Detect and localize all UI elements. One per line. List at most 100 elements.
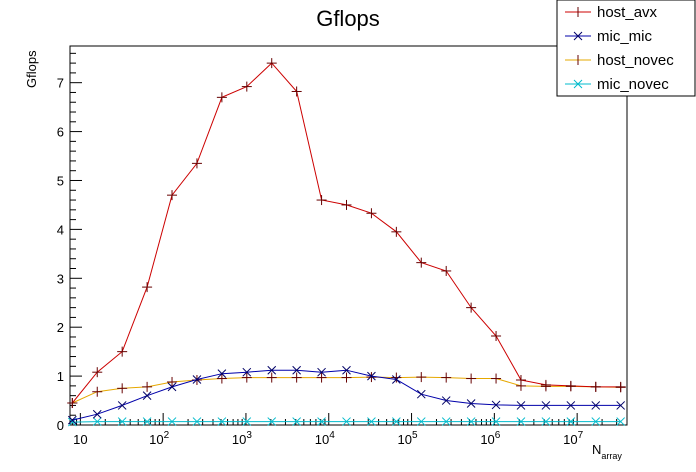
data-point: [217, 417, 227, 426]
x-axis-title: Narray: [592, 442, 622, 461]
marker-stroke: [92, 409, 102, 419]
data-point: [616, 417, 626, 426]
marker-stroke: [491, 400, 501, 410]
legend-label: mic_mic: [597, 28, 652, 45]
data-point: [366, 208, 377, 219]
data-point: [92, 417, 102, 426]
y-tick-label: 4: [57, 222, 64, 237]
data-point: [615, 381, 626, 392]
data-point: [391, 417, 401, 426]
data-point: [391, 226, 402, 237]
data-point: [341, 372, 352, 383]
data-point: [391, 375, 401, 384]
x-tick-exponent: 7: [578, 430, 584, 441]
series-line-host-avx: [71, 62, 621, 404]
legend-label: mic_novec: [597, 76, 669, 93]
marker-stroke: [117, 401, 127, 410]
series-layer: [67, 58, 626, 427]
data-point: [167, 382, 177, 392]
marker-stroke: [566, 401, 576, 410]
data-point: [267, 417, 277, 426]
data-point: [267, 365, 277, 375]
marker-stroke: [192, 375, 202, 384]
data-point: [466, 302, 477, 313]
data-point: [367, 371, 376, 381]
data-point: [266, 58, 277, 69]
marker-stroke: [516, 401, 526, 410]
marker-stroke: [317, 367, 326, 377]
data-point: [67, 397, 78, 408]
x-tick-base: 10: [232, 432, 246, 447]
series-host-avx: [67, 58, 626, 408]
data-point: [591, 417, 601, 426]
data-point: [117, 383, 128, 394]
x-tick-base: 10: [149, 432, 163, 447]
data-point: [92, 386, 103, 397]
data-point: [416, 417, 426, 426]
data-point: [117, 346, 128, 357]
data-point: [291, 86, 302, 97]
marker-stroke: [416, 389, 426, 399]
data-point: [142, 417, 152, 426]
series-mic-mic: [67, 365, 626, 425]
marker-stroke: [242, 417, 252, 426]
marker-stroke: [591, 401, 601, 410]
marker-stroke: [566, 417, 576, 426]
plot-frame: [69, 45, 628, 426]
y-tick-label: 3: [57, 271, 64, 286]
data-point: [341, 199, 352, 210]
legend-label: host_novec: [597, 52, 674, 69]
data-point: [142, 391, 152, 401]
data-point: [441, 396, 451, 405]
chart-title: Gflops: [316, 6, 380, 31]
data-point: [565, 380, 576, 391]
marker-stroke: [616, 401, 626, 410]
y-tick-label: 7: [57, 76, 64, 91]
marker-stroke: [591, 417, 601, 426]
marker-stroke: [466, 399, 476, 408]
data-point: [491, 400, 501, 410]
legend-entry-mic-mic: mic_mic: [565, 28, 652, 45]
marker-stroke: [192, 417, 202, 426]
data-point: [192, 417, 202, 426]
data-point: [167, 190, 178, 201]
marker-stroke: [391, 417, 401, 426]
data-point: [241, 372, 252, 383]
data-point: [516, 401, 526, 410]
marker-stroke: [217, 369, 227, 379]
data-point: [590, 381, 601, 392]
data-point: [391, 372, 402, 383]
marker-stroke: [142, 417, 152, 426]
data-point: [491, 330, 502, 341]
data-point: [92, 367, 103, 378]
data-point: [616, 401, 626, 410]
data-point: [292, 365, 302, 375]
data-point: [167, 417, 177, 426]
marker-stroke: [292, 417, 302, 426]
data-point: [142, 381, 153, 392]
data-point: [316, 195, 327, 206]
y-axis-title: Gflops: [24, 50, 39, 88]
data-point: [167, 376, 178, 387]
marker-stroke: [416, 417, 426, 426]
x-tick-label: 102: [149, 430, 169, 447]
data-point: [117, 417, 127, 426]
marker-stroke: [367, 371, 376, 381]
data-point: [142, 282, 153, 293]
marker-stroke: [466, 417, 476, 426]
data-point: [317, 417, 326, 426]
data-point: [366, 372, 377, 383]
data-point: [416, 372, 427, 383]
data-point: [67, 415, 77, 425]
marker-stroke: [541, 417, 551, 426]
x-tick-label: 104: [315, 430, 335, 447]
data-point: [216, 92, 227, 103]
data-point: [491, 417, 501, 426]
marker-stroke: [92, 417, 102, 426]
marker-stroke: [167, 382, 177, 392]
x-tick-label: 10: [73, 432, 87, 447]
data-point: [540, 379, 551, 390]
data-point: [342, 365, 351, 375]
legend-box: [556, 0, 696, 97]
legend-entry-host-avx: host_avx: [565, 4, 658, 21]
